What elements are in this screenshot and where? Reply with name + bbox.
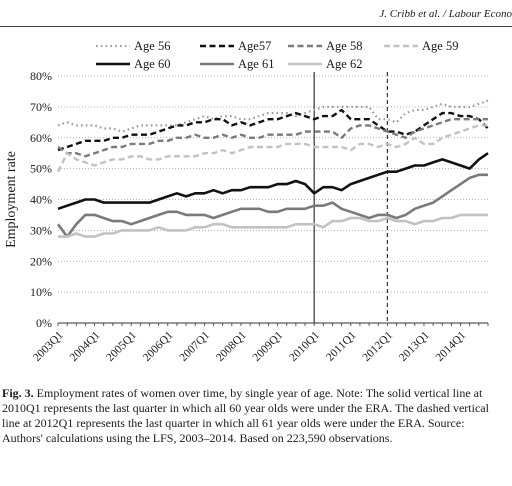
series-line-age-61: [56, 173, 488, 238]
x-tick-label: 2004Q1: [68, 329, 103, 364]
x-tick-label: 2012Q1: [360, 329, 395, 364]
legend-label-age-60: Age 60: [134, 57, 170, 71]
series-line-age-56: [57, 99, 489, 133]
legend-label-age-62: Age 62: [326, 57, 362, 71]
x-tick-label: 2007Q1: [178, 329, 213, 364]
x-tick-label: 2005Q1: [104, 329, 139, 364]
series-line-age-60: [57, 152, 489, 211]
x-tick-label: 2003Q1: [31, 329, 66, 364]
y-tick-label: 0%: [36, 316, 52, 330]
x-tick-label: 2011Q1: [324, 329, 359, 364]
y-tick-label: 20%: [30, 254, 52, 268]
x-tick-label: 2008Q1: [214, 329, 249, 364]
employment-rate-line-chart: Age 56 Age57 Age 58 Age 59 Age 60 Age 61 Age 6…: [4, 39, 489, 364]
series-line-age-62: [58, 213, 488, 238]
x-tick-label: 2014Q1: [434, 329, 469, 364]
y-tick-label: 80%: [30, 69, 52, 83]
series-line-age-58: [57, 117, 488, 158]
legend-label-age-58: Age 58: [326, 39, 362, 53]
series-line-age-59: [56, 124, 488, 173]
caption-text: Employment rates of women over time, by …: [2, 386, 489, 445]
legend-label-age-61: Age 61: [238, 57, 274, 71]
x-axis-ticks: 2003Q1 2004Q1 2005Q1 2006Q1 2007Q1 2008Q1 2009…: [31, 323, 489, 364]
legend-label-age-56: Age 56: [134, 39, 170, 53]
x-tick-label: 2006Q1: [141, 329, 176, 364]
chart-gridlines: [58, 75, 488, 293]
y-tick-label: 10%: [30, 285, 52, 299]
caption-label: Fig. 3.: [2, 386, 34, 400]
y-tick-label: 30%: [30, 223, 52, 237]
series-line-age57: [57, 108, 489, 152]
y-axis-label: Employment rate: [4, 151, 19, 248]
figure-caption: Fig. 3. Employment rates of women over t…: [2, 386, 507, 446]
legend-label-age-59: Age 59: [422, 39, 458, 53]
x-tick-label: 2009Q1: [251, 329, 286, 364]
running-header: J. Cribb et al. / Labour Econo: [379, 8, 512, 20]
reference-lines: [313, 72, 388, 323]
y-axis-ticks: 0% 10% 20% 30% 40% 50% 60% 70% 80%: [30, 69, 52, 330]
x-tick-label: 2013Q1: [397, 329, 432, 364]
y-tick-label: 60%: [30, 131, 52, 145]
y-tick-label: 70%: [30, 100, 52, 114]
x-tick-label: 2010Q1: [287, 329, 322, 364]
chart-series: [56, 99, 489, 238]
header-rule: [0, 26, 512, 27]
chart-legend: Age 56 Age57 Age 58 Age 59 Age 60 Age 61 Age 6…: [96, 39, 458, 71]
y-tick-label: 40%: [30, 193, 52, 207]
y-tick-label: 50%: [30, 162, 52, 176]
legend-label-age57: Age57: [238, 39, 271, 53]
